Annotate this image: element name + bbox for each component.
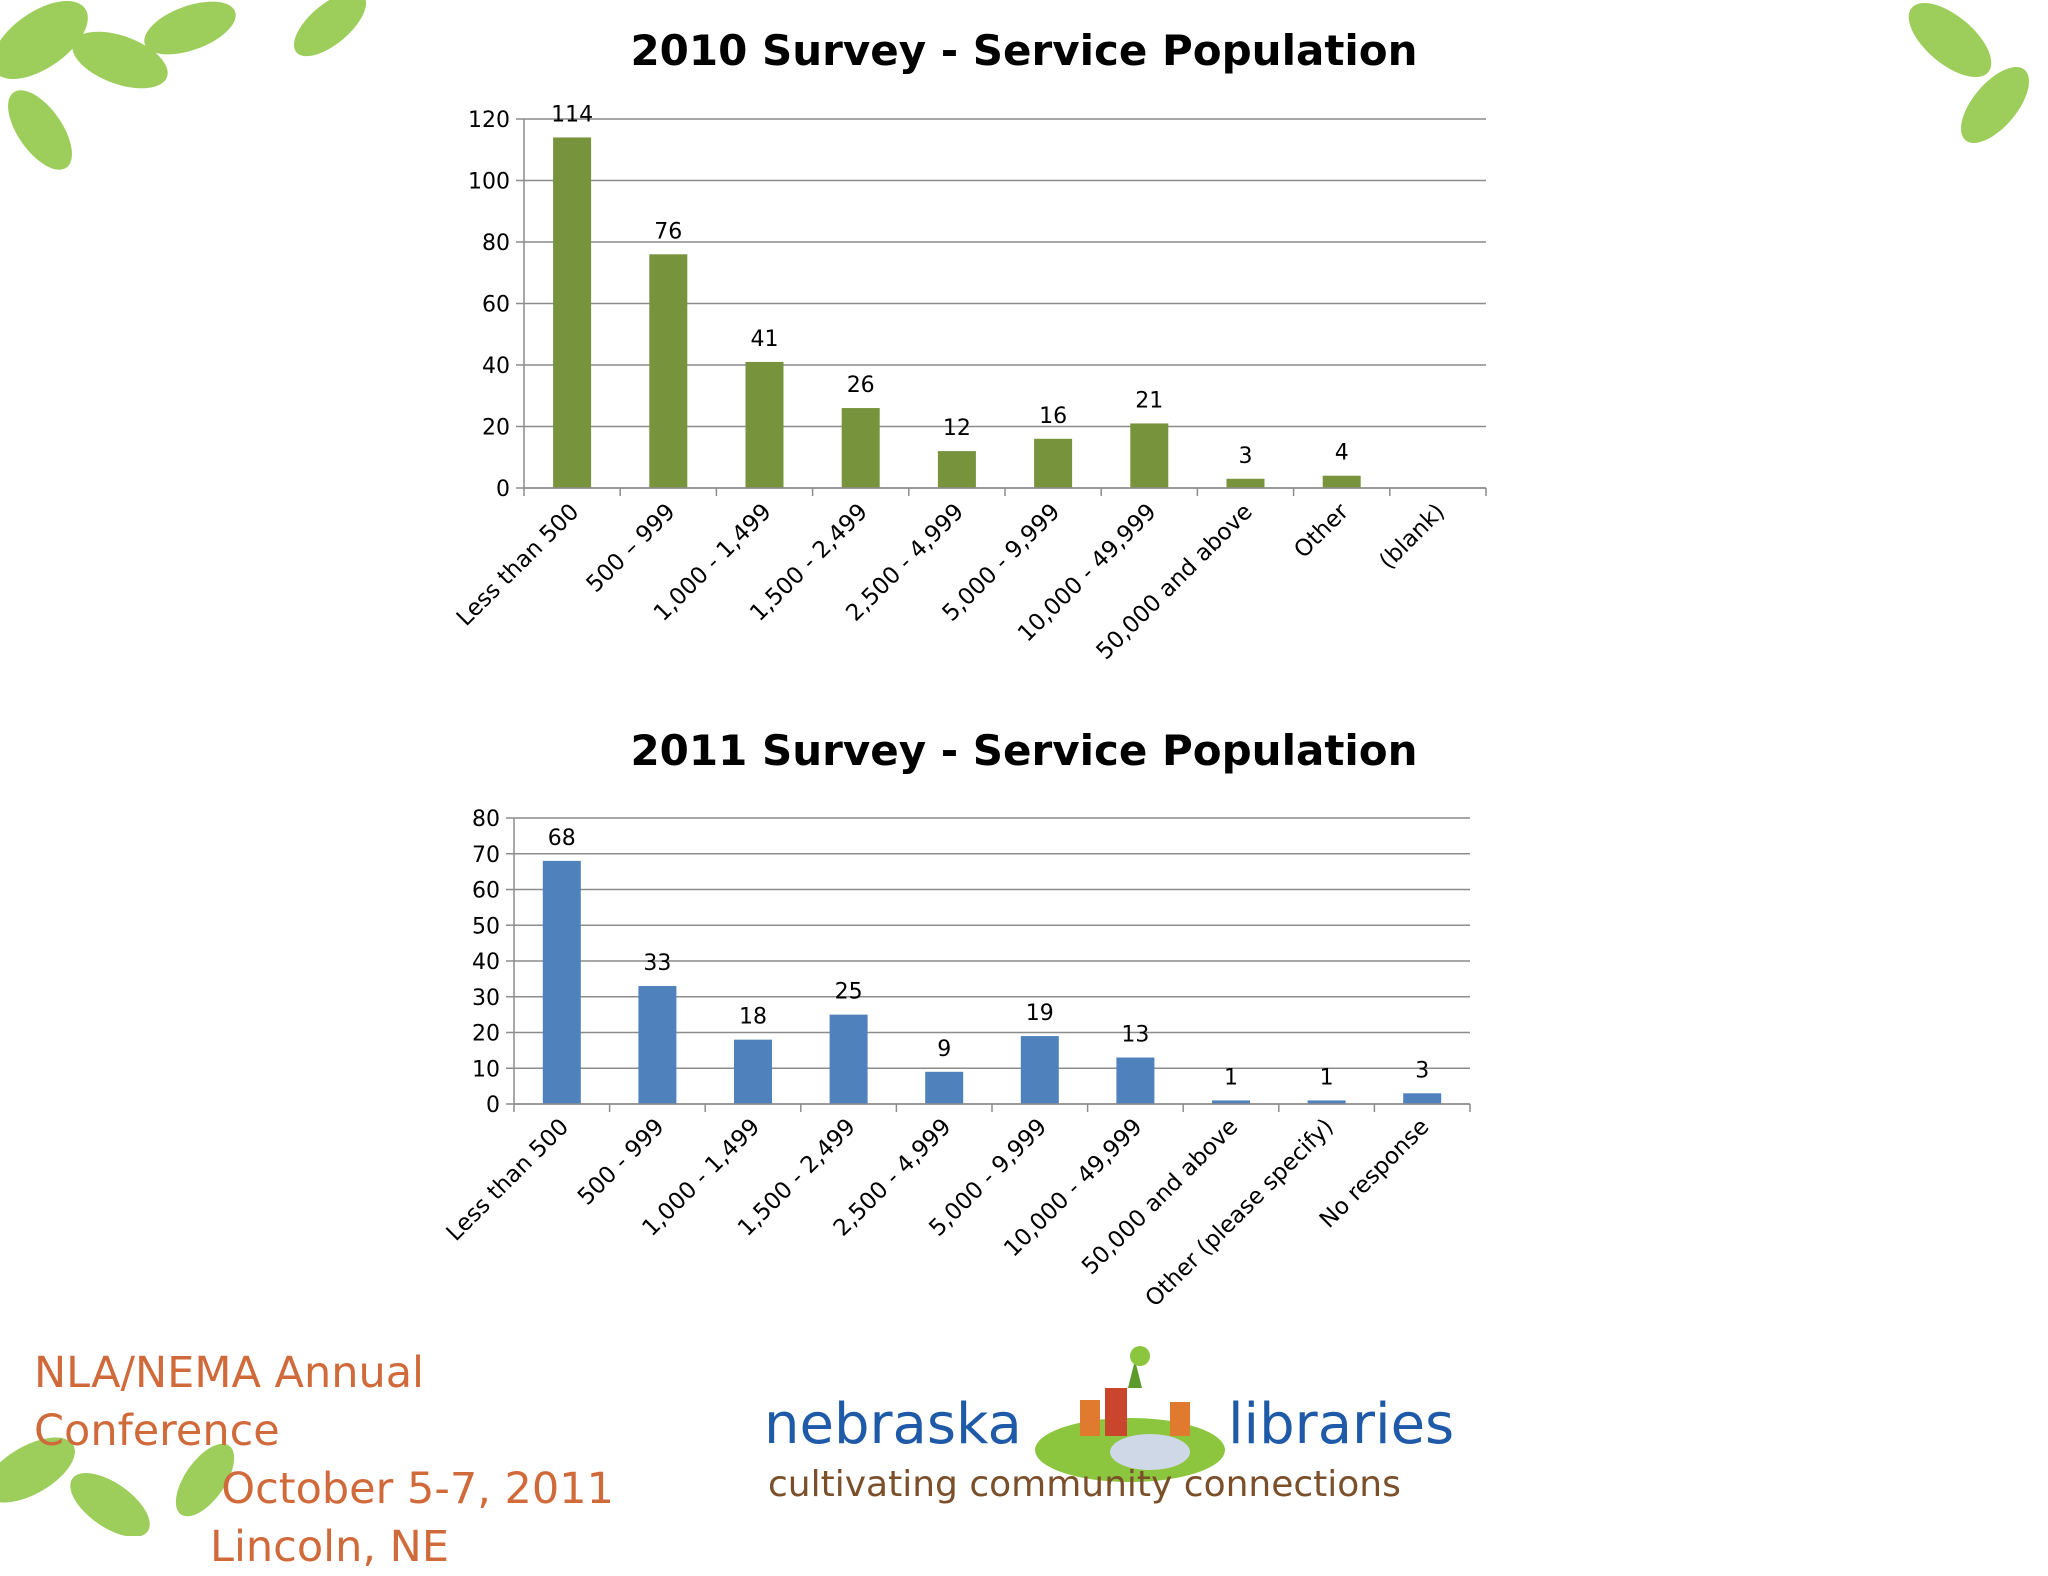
category-label: 500 - 999 (573, 1114, 670, 1211)
y-tick-label: 20 (482, 416, 510, 441)
y-tick-label: 120 (468, 108, 510, 133)
bar (937, 451, 976, 488)
bar (649, 254, 688, 488)
bar (1212, 1100, 1250, 1104)
bar (1034, 438, 1073, 488)
bar (638, 986, 677, 1104)
bar (841, 408, 880, 488)
data-label: 26 (847, 373, 875, 398)
bar (1116, 1057, 1155, 1104)
data-label: 13 (1121, 1023, 1149, 1048)
data-label: 41 (751, 327, 779, 352)
y-tick-label: 40 (482, 354, 510, 379)
bar (1130, 423, 1169, 488)
data-label: 19 (1026, 1001, 1054, 1026)
y-tick-label: 20 (472, 1022, 500, 1047)
y-tick-label: 30 (472, 986, 500, 1011)
logo-word-libraries: libraries (1228, 1392, 1455, 1457)
logo-globe-icon (1035, 1346, 1225, 1482)
data-label: 18 (739, 1005, 767, 1030)
chart-2010-title: 2010 Survey - Service Population (630, 26, 1418, 75)
conference-name: NLA/NEMA Annual Conference (34, 1348, 425, 1456)
bar (553, 137, 592, 488)
y-tick-label: 70 (472, 843, 500, 868)
data-label: 4 (1335, 441, 1349, 466)
bar (1322, 475, 1361, 488)
conference-location: Lincoln, NE (210, 1522, 449, 1572)
y-tick-label: 80 (472, 807, 500, 832)
data-label: 68 (548, 826, 576, 851)
y-tick-label: 0 (486, 1093, 500, 1118)
data-label: 21 (1135, 388, 1163, 413)
data-label: 3 (1239, 444, 1253, 469)
bar (925, 1071, 964, 1104)
y-tick-label: 60 (472, 879, 500, 904)
y-tick-label: 40 (472, 950, 500, 975)
bar (542, 860, 581, 1104)
y-tick-label: 10 (472, 1057, 500, 1082)
conference-info: NLA/NEMA Annual Conference October 5-7, … (34, 1344, 674, 1576)
bar (1226, 478, 1265, 488)
data-label: 33 (643, 951, 671, 976)
nebraska-libraries-logo: nebraska libraries cultivating community… (760, 1340, 1454, 1530)
data-label: 16 (1039, 404, 1067, 429)
bar (829, 1014, 868, 1104)
data-label: 1 (1224, 1065, 1238, 1090)
data-label: 9 (937, 1037, 951, 1062)
logo-word-nebraska: nebraska (764, 1392, 1022, 1457)
y-tick-label: 80 (482, 231, 510, 256)
y-tick-label: 100 (468, 170, 510, 195)
bar (1403, 1093, 1442, 1104)
bar (745, 361, 784, 488)
category-label: 50,000 and above (1077, 1114, 1243, 1280)
chart-2011: 0 10 20 30 40 50 60 70 80 68 Less than 500 33 500 - … (442, 807, 1471, 1312)
bar (734, 1039, 772, 1104)
bar (1307, 1100, 1346, 1104)
data-label: 1 (1320, 1065, 1334, 1090)
data-label: 114 (551, 102, 593, 127)
y-tick-label: 50 (472, 914, 500, 939)
logo-tagline: cultivating community connections (768, 1464, 1401, 1505)
bar (1020, 1036, 1059, 1104)
y-tick-label: 0 (496, 477, 510, 502)
data-label: 25 (835, 980, 863, 1005)
data-label: 76 (654, 219, 682, 244)
data-label: 3 (1415, 1058, 1429, 1083)
y-tick-label: 60 (482, 293, 510, 318)
conference-dates: October 5-7, 2011 (221, 1464, 614, 1514)
chart-2011-title: 2011 Survey - Service Population (630, 726, 1418, 775)
category-label: Other (please specify) (1141, 1114, 1339, 1312)
category-label: Less than 500 (442, 1114, 574, 1246)
data-label: 12 (943, 416, 971, 441)
